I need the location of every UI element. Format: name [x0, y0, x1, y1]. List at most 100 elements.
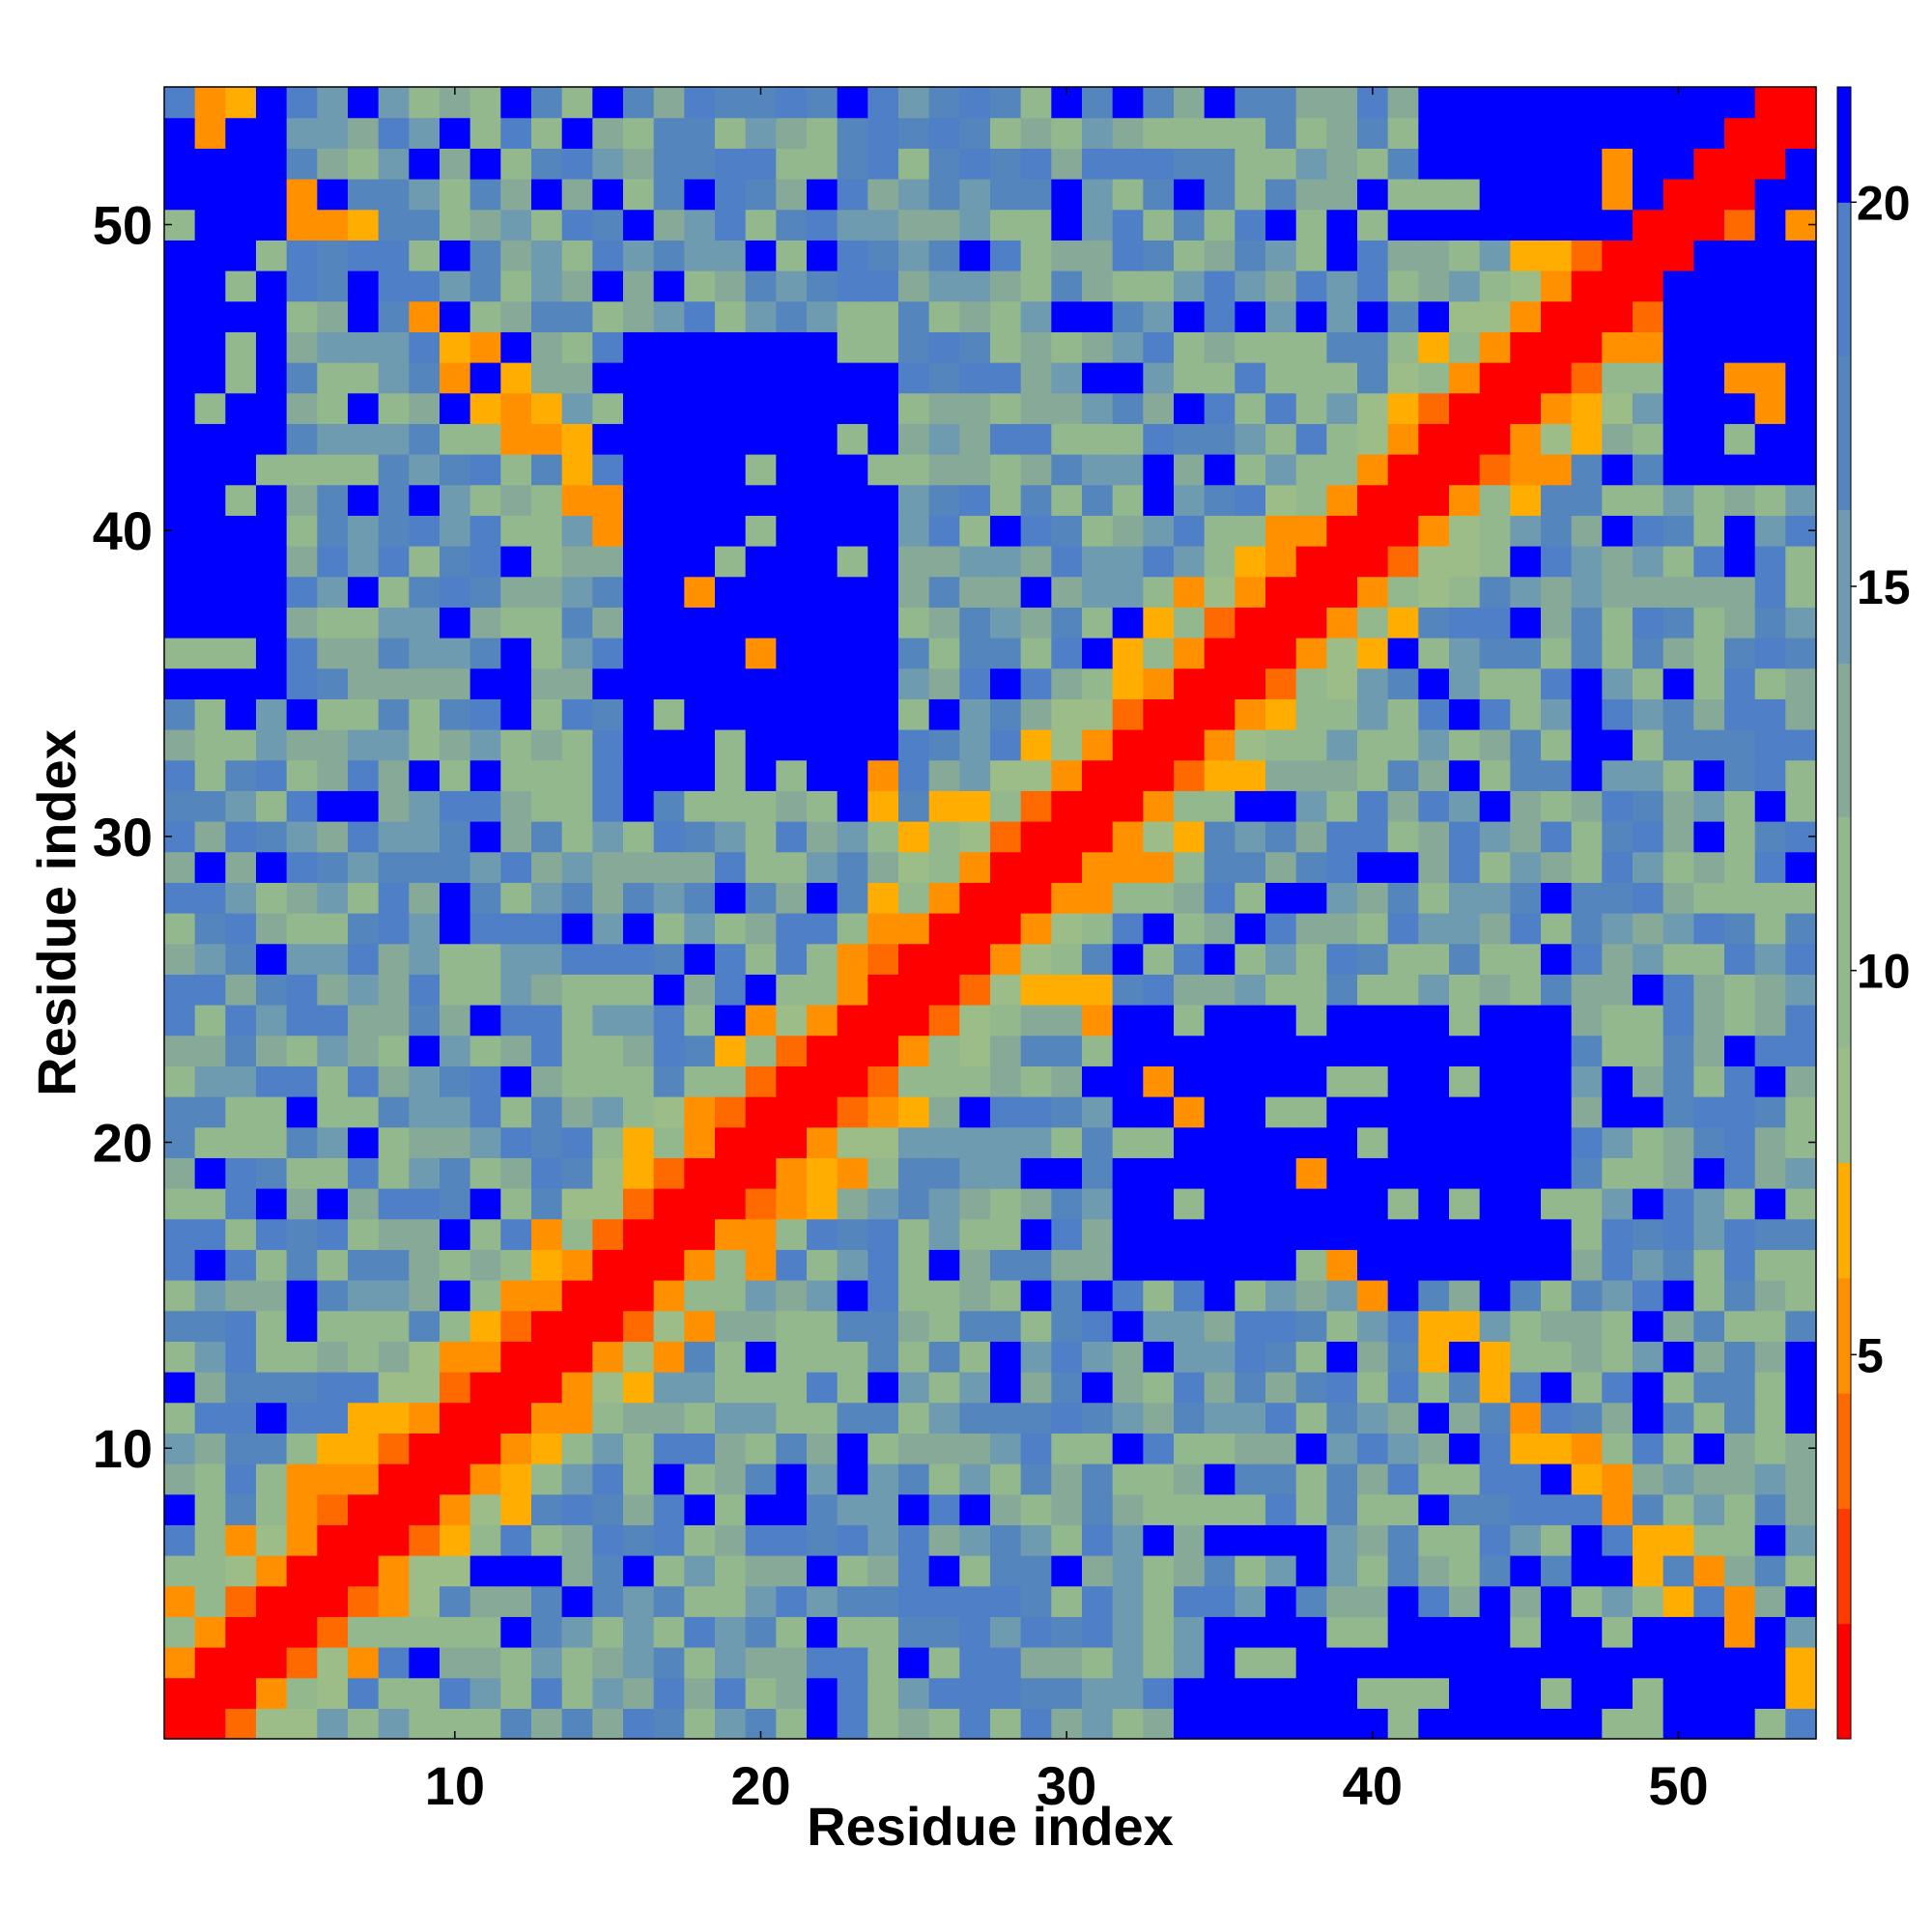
heatmap-cell — [440, 729, 471, 761]
heatmap-cell — [531, 1493, 563, 1525]
heatmap-cell — [1510, 882, 1542, 914]
heatmap-cell — [1295, 729, 1327, 761]
heatmap-cell — [1357, 974, 1389, 1006]
heatmap-cell — [1479, 240, 1511, 271]
heatmap-cell — [194, 729, 226, 761]
heatmap-cell — [164, 454, 196, 486]
heatmap-cell — [928, 515, 960, 547]
heatmap-cell — [1449, 790, 1481, 822]
heatmap-cell — [1235, 1249, 1266, 1281]
heatmap-cell — [1265, 943, 1297, 975]
heatmap-cell — [1571, 1280, 1603, 1312]
heatmap-cell — [1602, 1218, 1634, 1250]
heatmap-cell — [837, 1463, 868, 1495]
heatmap-cell — [256, 148, 288, 180]
heatmap-cell — [1082, 576, 1114, 608]
heatmap-cell — [1693, 362, 1725, 394]
heatmap-cell — [592, 1524, 624, 1556]
heatmap-cell — [1112, 1677, 1144, 1709]
heatmap-cell — [1633, 546, 1664, 578]
heatmap-cell — [776, 1708, 808, 1740]
heatmap-cell — [286, 1157, 318, 1189]
heatmap-cell — [1541, 1524, 1573, 1556]
heatmap-cell — [1051, 454, 1083, 486]
heatmap-cell — [1265, 913, 1297, 945]
heatmap-cell — [531, 1708, 563, 1740]
heatmap-cell — [1204, 148, 1236, 180]
heatmap-cell — [1082, 1065, 1114, 1097]
heatmap-cell — [959, 1463, 991, 1495]
heatmap-cell — [1020, 1585, 1052, 1617]
heatmap-cell — [194, 1065, 226, 1097]
heatmap-cell — [715, 1493, 747, 1525]
heatmap-cell — [1235, 1463, 1266, 1495]
heatmap-cell — [1112, 759, 1144, 791]
heatmap-cell — [1418, 759, 1450, 791]
heatmap-cell — [592, 1463, 624, 1495]
heatmap-cell — [348, 729, 380, 761]
heatmap-cell — [653, 790, 685, 822]
heatmap-cell — [348, 300, 380, 332]
heatmap-cell — [1662, 638, 1694, 669]
heatmap-cell — [1602, 148, 1634, 180]
heatmap-cell — [1112, 484, 1144, 516]
heatmap-cell — [1326, 1249, 1358, 1281]
heatmap-cell — [1662, 1524, 1694, 1556]
heatmap-cell — [959, 1188, 991, 1220]
heatmap-cell — [653, 1188, 685, 1220]
heatmap-cell — [684, 87, 716, 119]
heatmap-cell — [561, 1708, 593, 1740]
heatmap-cell — [378, 1616, 410, 1648]
heatmap-cell — [348, 638, 380, 669]
heatmap-cell — [1754, 546, 1786, 578]
heatmap-cell — [592, 851, 624, 883]
heatmap-cell — [1020, 638, 1052, 669]
heatmap-cell — [1693, 454, 1725, 486]
heatmap-cell — [1754, 515, 1786, 547]
heatmap-cell — [1602, 1310, 1634, 1342]
heatmap-cell — [1754, 1126, 1786, 1158]
heatmap-cell — [1479, 882, 1511, 914]
heatmap-cell — [1633, 1341, 1664, 1373]
heatmap-cell — [378, 576, 410, 608]
heatmap-cell — [1112, 423, 1144, 455]
heatmap-cell — [1449, 729, 1481, 761]
heatmap-cell — [1387, 1280, 1419, 1312]
heatmap-cell — [1510, 1463, 1542, 1495]
heatmap-cell — [592, 821, 624, 853]
heatmap-cell — [256, 607, 288, 639]
heatmap-cell — [959, 331, 991, 363]
heatmap-cell — [1785, 759, 1817, 791]
heatmap-cell — [1662, 148, 1694, 180]
heatmap-cell — [1724, 515, 1756, 547]
heatmap-cell — [928, 1585, 960, 1617]
heatmap-cell — [469, 698, 501, 730]
heatmap-cell — [1174, 913, 1206, 945]
heatmap-cell — [348, 1126, 380, 1158]
heatmap-cell — [1662, 821, 1694, 853]
heatmap-cell — [1754, 117, 1786, 149]
heatmap-cell — [959, 1341, 991, 1373]
heatmap-cell — [378, 300, 410, 332]
heatmap-cell — [225, 790, 257, 822]
heatmap-cell — [225, 362, 257, 394]
heatmap-cell — [1754, 1341, 1786, 1373]
heatmap-cell — [1020, 1402, 1052, 1434]
heatmap-cell — [409, 87, 440, 119]
heatmap-cell — [990, 1708, 1022, 1740]
heatmap-cell — [807, 668, 838, 699]
heatmap-cell — [928, 1555, 960, 1587]
heatmap-cell — [867, 1249, 899, 1281]
heatmap-cell — [1174, 1341, 1206, 1373]
heatmap-cell — [348, 974, 380, 1006]
heatmap-cell — [1785, 546, 1817, 578]
heatmap-cell — [1510, 209, 1542, 241]
heatmap-cell — [1633, 790, 1664, 822]
heatmap-cell — [898, 913, 930, 945]
heatmap-cell — [990, 546, 1022, 578]
heatmap-cell — [959, 576, 991, 608]
heatmap-cell — [1357, 1433, 1389, 1464]
y-tick-label: 40 — [93, 500, 153, 561]
heatmap-cell — [1387, 729, 1419, 761]
heatmap-cell — [990, 1280, 1022, 1312]
